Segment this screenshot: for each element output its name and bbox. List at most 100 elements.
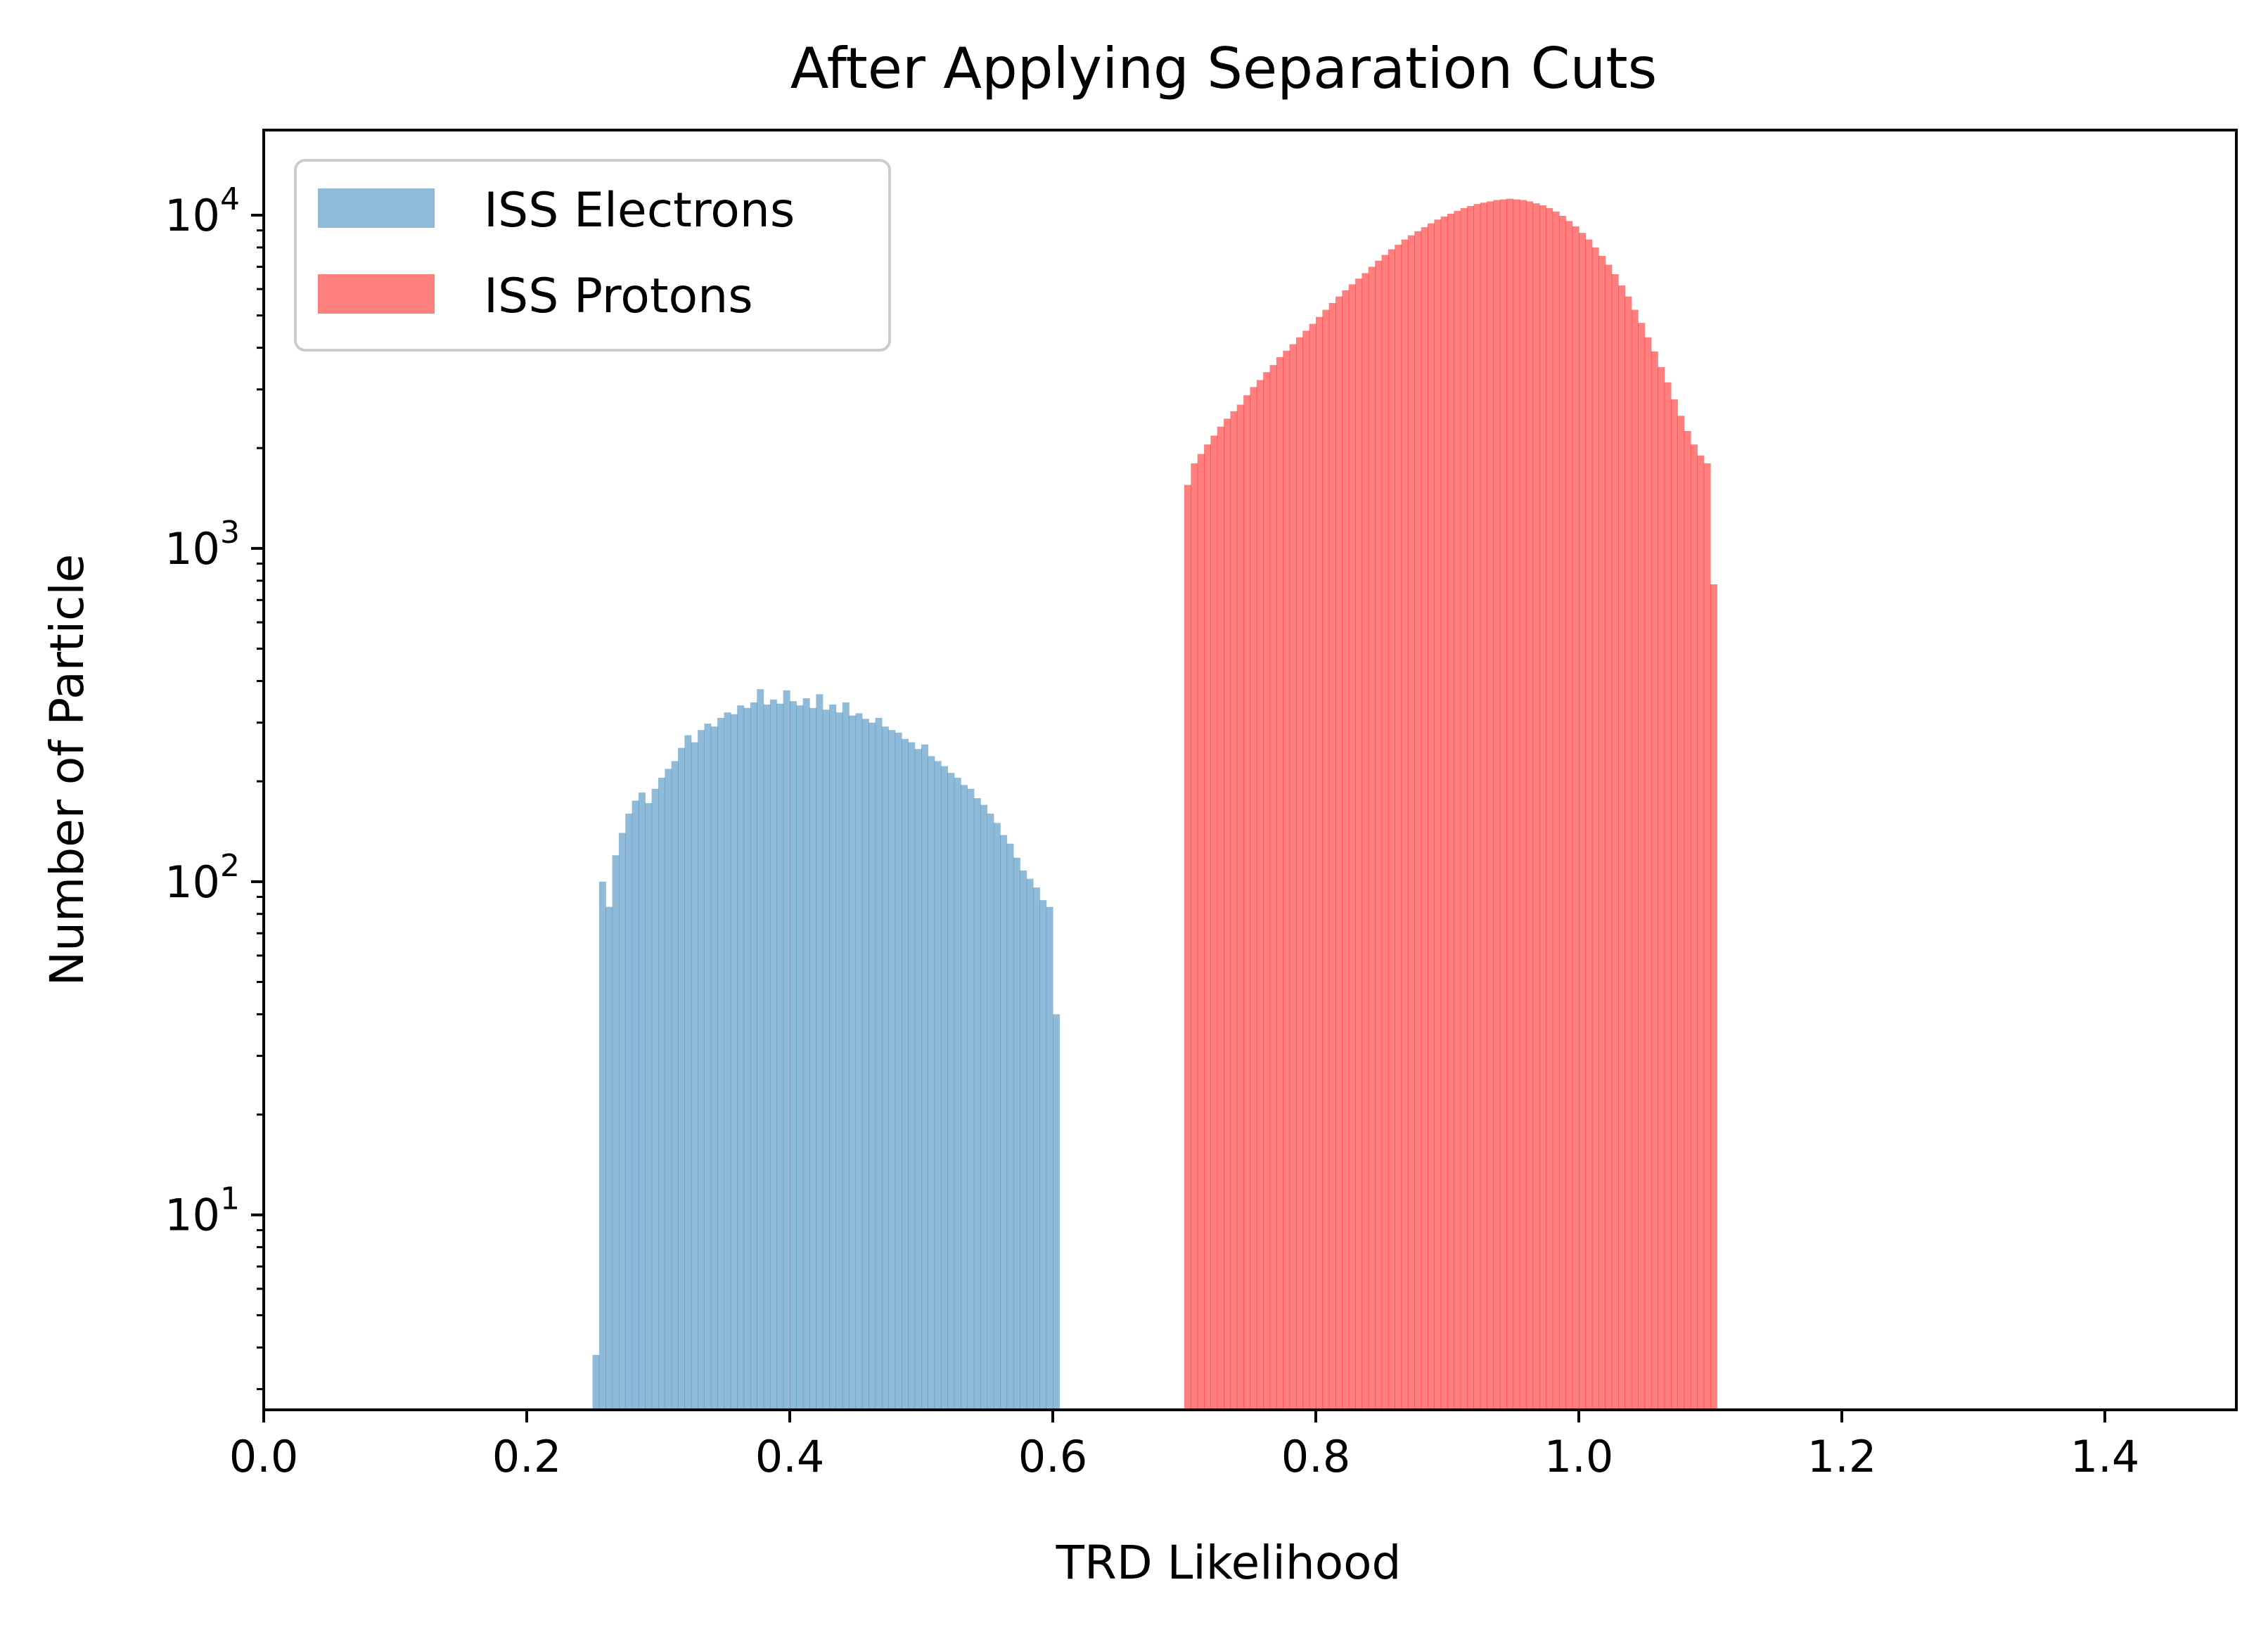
- histogram-bar: [1684, 430, 1691, 1410]
- series-iss-protons: [1184, 198, 1717, 1411]
- histogram-bar: [757, 689, 764, 1410]
- histogram-bar: [1526, 201, 1534, 1410]
- x-tick-label: 0.2: [492, 1431, 562, 1482]
- histogram-bar: [1006, 843, 1014, 1410]
- histogram-bar: [816, 694, 824, 1410]
- histogram-bar: [665, 769, 672, 1410]
- y-tick-label: 101: [165, 1181, 240, 1241]
- histogram-bar: [861, 719, 869, 1410]
- histogram-bar: [704, 724, 712, 1410]
- histogram-bar: [730, 714, 738, 1410]
- histogram-bar: [769, 699, 777, 1410]
- histogram-bar: [869, 722, 876, 1410]
- histogram-bar: [1289, 344, 1297, 1410]
- histogram-bar: [606, 906, 613, 1410]
- histogram-bar: [684, 735, 692, 1410]
- histogram-bar: [1375, 260, 1383, 1410]
- histogram-bar: [783, 690, 790, 1410]
- legend: ISS Electrons ISS Protons: [294, 159, 891, 352]
- histogram-bar: [1487, 201, 1494, 1410]
- legend-box: [294, 159, 891, 352]
- histogram-bar: [1395, 245, 1402, 1411]
- histogram-bar: [1591, 247, 1599, 1410]
- histogram-bar: [698, 730, 705, 1410]
- histogram-bar: [888, 730, 896, 1410]
- histogram-bar: [849, 715, 857, 1410]
- y-tick-label: 103: [165, 515, 240, 574]
- y-tick-label: 102: [165, 848, 240, 908]
- histogram-bar: [928, 756, 935, 1410]
- x-tick-label: 0.8: [1281, 1431, 1351, 1482]
- histogram-bar: [1269, 365, 1277, 1410]
- histogram-bar: [802, 698, 810, 1410]
- histogram-bar: [941, 766, 948, 1410]
- histogram-bar: [973, 798, 981, 1410]
- histogram-bar: [1309, 323, 1316, 1410]
- histogram-bar: [1558, 216, 1566, 1410]
- histogram-bar: [612, 855, 620, 1410]
- histogram-bar: [1039, 900, 1047, 1410]
- histogram-bar: [1454, 210, 1461, 1410]
- histogram-bar: [961, 785, 968, 1410]
- histogram-bar: [1388, 249, 1395, 1410]
- histogram-bar: [1658, 367, 1665, 1410]
- histogram-bar: [651, 788, 659, 1410]
- histogram-bar: [1644, 337, 1652, 1411]
- histogram-bar: [1355, 278, 1363, 1411]
- histogram-bar: [1328, 302, 1336, 1410]
- histogram-bar: [1224, 418, 1231, 1410]
- histogram-bar: [1677, 416, 1685, 1410]
- histogram-bar: [592, 1354, 600, 1410]
- histogram-bar: [1230, 411, 1238, 1410]
- histogram-bar: [1499, 199, 1507, 1410]
- histogram-bar: [1256, 380, 1264, 1410]
- chart-title: After Applying Separation Cuts: [790, 36, 1658, 101]
- histogram-bar: [1335, 296, 1343, 1411]
- histogram-bar: [1710, 584, 1717, 1410]
- histogram-bar: [671, 761, 679, 1410]
- histogram-bar: [1611, 274, 1619, 1411]
- histogram-bar: [1440, 217, 1448, 1410]
- histogram-bar: [1217, 426, 1224, 1411]
- x-axis-label: TRD Likelihood: [1056, 1536, 1402, 1590]
- histogram-bar: [1243, 395, 1251, 1411]
- histogram-bar: [1197, 454, 1205, 1410]
- histogram-bar: [618, 833, 626, 1410]
- histogram-bar: [1546, 207, 1553, 1411]
- legend-swatch-iss-protons: [318, 274, 435, 314]
- histogram-bar: [750, 702, 757, 1410]
- histogram-bar: [914, 749, 922, 1410]
- histogram-bar: [855, 713, 863, 1410]
- histogram-bar: [1414, 231, 1422, 1410]
- histogram-bar: [1362, 273, 1369, 1410]
- histogram-bar: [1565, 221, 1573, 1410]
- histogram-bar: [598, 881, 606, 1410]
- histogram-bar: [1053, 1014, 1060, 1410]
- histogram-bar: [717, 717, 725, 1410]
- histogram-bar: [1316, 316, 1323, 1411]
- y-axis: 101 102 103 104: [165, 181, 264, 1391]
- histogram-bar: [1020, 870, 1027, 1410]
- histogram-bar: [710, 726, 718, 1410]
- histogram-bar: [1480, 203, 1487, 1410]
- histogram-bar: [1283, 350, 1290, 1411]
- x-tick-label: 1.2: [1807, 1431, 1877, 1482]
- legend-label-iss-protons: ISS Protons: [484, 269, 753, 324]
- histogram-bar: [1572, 226, 1580, 1410]
- histogram-bar: [1605, 264, 1613, 1411]
- x-tick-label: 0.0: [229, 1431, 299, 1482]
- axes-frame: [262, 129, 2238, 1411]
- x-tick-label: 0.6: [1018, 1431, 1088, 1482]
- histogram-bar: [1697, 455, 1705, 1410]
- histogram-bar: [947, 773, 955, 1410]
- histogram-bar: [980, 804, 988, 1410]
- histogram-bar: [1631, 309, 1639, 1410]
- histogram-bar: [1421, 227, 1428, 1410]
- histogram-bar: [901, 738, 909, 1410]
- x-tick-label: 0.4: [755, 1431, 825, 1482]
- histogram-bar: [875, 717, 883, 1410]
- histogram-bar: [1204, 444, 1211, 1410]
- histogram-bar: [1434, 219, 1442, 1410]
- histogram-bar: [987, 814, 994, 1410]
